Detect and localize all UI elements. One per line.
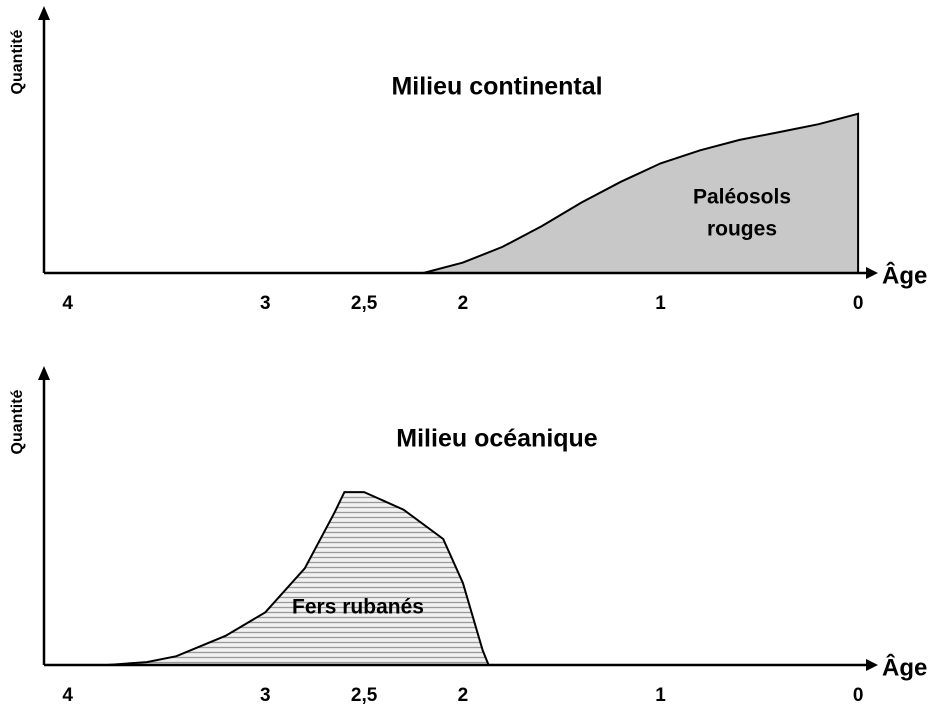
annotation: Paléosols bbox=[693, 186, 791, 209]
chart-title: Milieu océanique bbox=[396, 425, 598, 453]
area bbox=[107, 491, 491, 666]
x-tick-label: 3 bbox=[260, 293, 271, 314]
x-tick-label: 2,5 bbox=[351, 685, 378, 706]
annotation: rouges bbox=[707, 218, 777, 241]
x-tick-label: 0 bbox=[853, 685, 864, 706]
y-axis-arrow bbox=[38, 6, 50, 20]
x-tick-label: 0 bbox=[853, 293, 864, 314]
x-tick-label: 3 bbox=[260, 685, 271, 706]
x-axis-arrow bbox=[866, 267, 878, 279]
y-axis-label: Quantité bbox=[9, 29, 26, 94]
annotation: Fers rubanés bbox=[292, 596, 424, 619]
y-axis-label: Quantité bbox=[9, 389, 26, 454]
x-axis-label: Âge bbox=[882, 653, 927, 681]
chart-title: Milieu continental bbox=[391, 73, 602, 101]
x-tick-label: 1 bbox=[655, 293, 666, 314]
x-tick-label: 1 bbox=[655, 685, 666, 706]
x-axis-label: Âge bbox=[882, 261, 927, 289]
x-tick-label: 2 bbox=[458, 293, 469, 314]
x-axis-arrow bbox=[866, 659, 878, 671]
area bbox=[423, 112, 860, 274]
y-axis-arrow bbox=[38, 366, 50, 380]
x-tick-label: 2,5 bbox=[351, 293, 378, 314]
x-tick-label: 2 bbox=[458, 685, 469, 706]
x-tick-label: 4 bbox=[62, 685, 73, 706]
x-tick-label: 4 bbox=[62, 293, 73, 314]
